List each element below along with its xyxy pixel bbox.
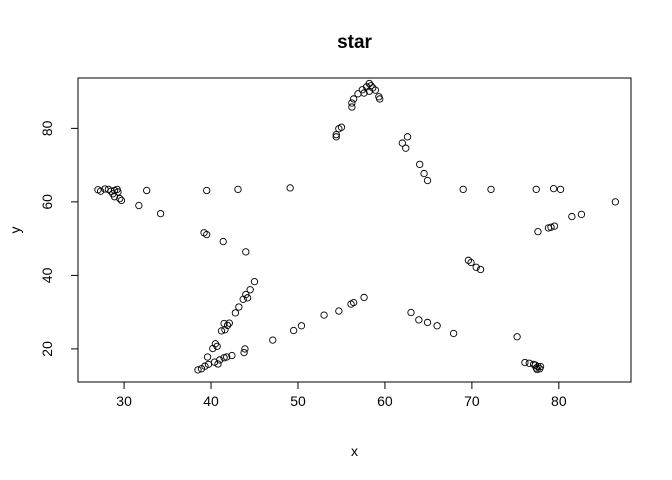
data-point xyxy=(449,329,458,338)
data-point xyxy=(286,184,294,192)
data-point xyxy=(240,348,248,357)
data-point xyxy=(269,336,277,344)
data-point xyxy=(221,326,229,334)
data-point xyxy=(347,300,355,308)
data-point xyxy=(402,144,410,152)
data-point xyxy=(568,212,576,221)
data-point xyxy=(203,186,211,195)
data-point xyxy=(220,354,228,362)
data-point xyxy=(143,186,151,195)
data-point xyxy=(360,293,368,302)
data-point xyxy=(114,188,122,196)
data-point xyxy=(246,286,254,294)
y-tick-label: 60 xyxy=(39,194,55,210)
data-point xyxy=(241,345,249,353)
x-tick-label: 80 xyxy=(551,393,567,409)
data-point xyxy=(228,351,236,360)
data-point xyxy=(367,82,375,90)
x-tick-label: 30 xyxy=(116,393,132,409)
x-tick-label: 50 xyxy=(290,393,306,409)
data-point xyxy=(420,169,428,178)
data-point xyxy=(217,327,226,335)
data-point xyxy=(349,95,358,103)
data-point xyxy=(156,209,165,218)
data-point xyxy=(234,185,242,194)
data-point xyxy=(231,309,240,317)
data-point xyxy=(433,322,441,330)
x-tick-label: 40 xyxy=(203,393,219,409)
data-point xyxy=(423,176,432,185)
data-point xyxy=(110,193,119,201)
data-point xyxy=(335,307,343,315)
data-point xyxy=(476,265,485,274)
data-point xyxy=(239,295,247,303)
data-point xyxy=(534,362,542,371)
data-point xyxy=(335,125,343,133)
data-point xyxy=(135,201,143,210)
data-point xyxy=(459,185,467,194)
data-point xyxy=(332,133,340,141)
data-point xyxy=(209,344,217,353)
data-point xyxy=(250,277,259,286)
y-tick-label: 20 xyxy=(39,341,55,357)
data-point xyxy=(521,358,529,367)
data-point xyxy=(532,364,540,372)
data-point xyxy=(533,365,541,374)
data-point xyxy=(534,228,542,236)
y-axis-label: y xyxy=(7,227,23,234)
data-point xyxy=(472,263,480,271)
x-tick-label: 70 xyxy=(464,393,480,409)
data-point xyxy=(403,133,412,141)
data-point xyxy=(213,342,221,350)
x-axis-label: x xyxy=(351,443,358,459)
data-point xyxy=(549,184,558,193)
data-point xyxy=(289,326,298,335)
data-point xyxy=(365,87,373,95)
data-point xyxy=(415,316,423,324)
data-point xyxy=(544,224,553,232)
data-point xyxy=(214,360,222,368)
data-point xyxy=(360,89,368,97)
data-points xyxy=(94,79,619,374)
data-point xyxy=(225,319,233,327)
data-point xyxy=(203,230,211,239)
data-point xyxy=(235,303,243,311)
chart-title: star xyxy=(337,32,372,53)
data-point xyxy=(194,366,202,374)
data-point xyxy=(197,365,206,373)
x-axis: 30 40 50 60 70 80 xyxy=(116,381,567,409)
data-point xyxy=(398,139,406,147)
y-axis: 20 40 60 80 xyxy=(39,120,79,357)
data-point xyxy=(348,103,356,111)
y-tick-label: 80 xyxy=(39,120,55,136)
data-point xyxy=(96,187,105,195)
data-point xyxy=(297,322,306,330)
data-point xyxy=(513,333,521,341)
data-point xyxy=(611,198,619,206)
data-point xyxy=(407,308,415,317)
data-point xyxy=(320,311,328,319)
data-point xyxy=(242,248,250,256)
y-tick-label: 40 xyxy=(39,267,55,283)
data-point xyxy=(376,95,384,103)
data-point xyxy=(556,185,565,194)
data-point xyxy=(577,210,586,219)
data-point xyxy=(203,353,212,361)
data-point xyxy=(243,294,252,302)
data-point xyxy=(117,196,126,205)
data-point xyxy=(467,258,475,267)
data-point xyxy=(332,130,340,139)
data-point xyxy=(464,256,473,264)
data-point xyxy=(348,99,356,107)
data-point xyxy=(416,160,424,169)
data-point xyxy=(532,185,540,194)
data-point xyxy=(487,185,495,194)
data-point xyxy=(204,360,213,369)
data-point xyxy=(423,318,432,327)
data-point xyxy=(116,194,124,203)
x-tick-label: 60 xyxy=(377,393,393,409)
data-point xyxy=(219,237,227,246)
